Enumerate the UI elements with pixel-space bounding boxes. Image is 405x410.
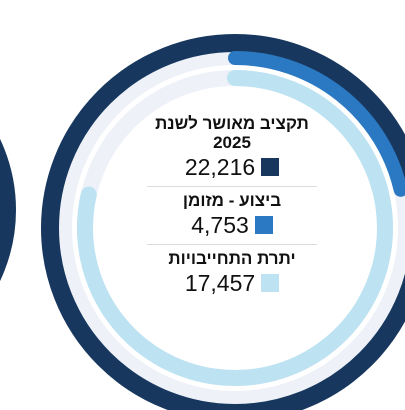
legend-label: ביצוע - מזומן [182, 191, 282, 210]
value-label: 4,753 [191, 212, 249, 238]
ring-arc [77, 70, 393, 386]
legend-item: יתרת התחייבויות 17,457 [147, 245, 317, 302]
legend-item: ביצוע - מזומן 4,753 [147, 187, 317, 245]
legend-row: 4,753 [147, 212, 317, 238]
legend-label: תקציב מאושר לשנת 2025 [155, 114, 309, 152]
legend-item: תקציב מאושר לשנת 2025 22,216 [147, 110, 317, 187]
legend-swatch [254, 216, 273, 234]
ring-arc [228, 51, 405, 197]
ring-arc [41, 34, 405, 410]
legend-row: 22,216 [147, 154, 317, 180]
legend-swatch [261, 158, 280, 176]
legend: תקציב מאושר לשנת 2025 22,216 ביצוע - מזומן… [147, 110, 317, 302]
legend-label: יתרת התחייבויות [168, 249, 296, 268]
value-label: 22,216 [184, 154, 256, 180]
value-label: 17,457 [184, 270, 256, 296]
neighbor-ring [0, 139, 16, 281]
legend-row: 17,457 [147, 270, 317, 296]
legend-swatch [261, 274, 280, 292]
